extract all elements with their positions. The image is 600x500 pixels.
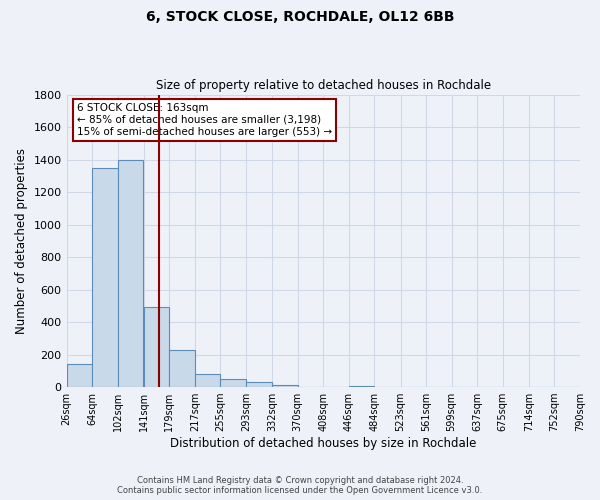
- Bar: [349, 386, 374, 387]
- Bar: [92, 168, 118, 387]
- Text: Contains HM Land Registry data © Crown copyright and database right 2024.
Contai: Contains HM Land Registry data © Crown c…: [118, 476, 482, 495]
- Text: 6 STOCK CLOSE: 163sqm
← 85% of detached houses are smaller (3,198)
15% of semi-d: 6 STOCK CLOSE: 163sqm ← 85% of detached …: [77, 104, 332, 136]
- Bar: [272, 384, 298, 387]
- Bar: [246, 382, 272, 387]
- Bar: [144, 308, 169, 387]
- Title: Size of property relative to detached houses in Rochdale: Size of property relative to detached ho…: [156, 79, 491, 92]
- Y-axis label: Number of detached properties: Number of detached properties: [15, 148, 28, 334]
- Bar: [67, 364, 92, 387]
- Bar: [118, 160, 143, 387]
- Bar: [220, 379, 246, 387]
- Bar: [195, 374, 220, 387]
- Bar: [169, 350, 195, 387]
- Text: 6, STOCK CLOSE, ROCHDALE, OL12 6BB: 6, STOCK CLOSE, ROCHDALE, OL12 6BB: [146, 10, 454, 24]
- X-axis label: Distribution of detached houses by size in Rochdale: Distribution of detached houses by size …: [170, 437, 476, 450]
